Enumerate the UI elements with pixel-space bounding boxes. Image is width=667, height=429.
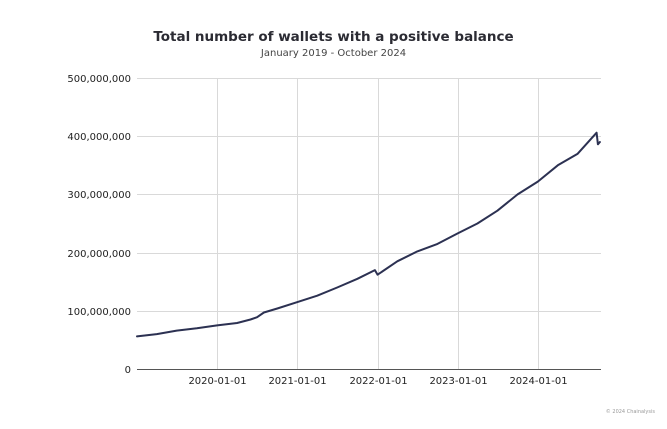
x-axis: 2020-01-01 2021-01-01 2022-01-01 2023-01-01… — [188, 376, 567, 387]
chart-subtitle: January 2019 - October 2024 — [260, 48, 407, 59]
series-group — [136, 131, 601, 338]
y-tick-label: 200,000,000 — [67, 249, 131, 260]
y-tick-label: 400,000,000 — [67, 132, 131, 143]
x-tick-label: 2020-01-01 — [188, 376, 246, 387]
chart-title: Total number of wallets with a positive … — [153, 29, 514, 45]
y-tick-label: 100,000,000 — [67, 307, 131, 318]
series-line — [136, 131, 601, 338]
x-tick-label: 2021-01-01 — [268, 376, 326, 387]
y-axis: 0 100,000,000 200,000,000 300,000,000 400,00… — [67, 74, 131, 376]
y-tick-label: 500,000,000 — [67, 74, 131, 85]
x-tick-label: 2024-01-01 — [509, 376, 567, 387]
y-tick-label: 0 — [125, 365, 131, 376]
x-tick-label: 2022-01-01 — [349, 376, 407, 387]
x-tick-label: 2023-01-01 — [429, 376, 487, 387]
grid-lines — [137, 78, 601, 370]
y-tick-label: 300,000,000 — [67, 190, 131, 201]
credit-text: © 2024 Chainalysis — [605, 409, 655, 415]
